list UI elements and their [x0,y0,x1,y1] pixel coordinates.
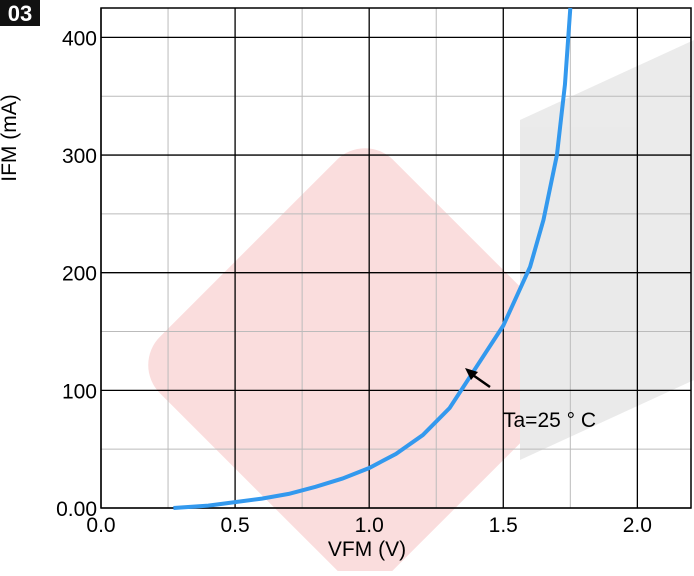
y-tick-label: 300 [62,145,97,168]
x-tick-label: 1.5 [489,514,518,537]
x-tick-label: 1.0 [355,514,384,537]
annotation: Ta=25 ° C [503,409,596,432]
x-tick-label: 0.5 [220,514,249,537]
badge-box [0,0,40,26]
plot-frame [100,7,692,509]
x-tick-label: 0.0 [86,514,115,537]
curve [173,7,573,510]
y-tick-label: 400 [62,27,97,50]
x-tick-label: 2.0 [623,514,652,537]
y-tick-label: 0.00 [56,498,97,521]
y-tick-label: 200 [62,263,97,286]
y-tick-label: 100 [62,380,97,403]
y-axis-label: IFM (mA) [0,94,21,181]
x-axis-label: VFM (V) [328,538,406,561]
watermark [148,40,694,576]
badge: 03 [8,1,32,26]
annotation-arrowhead [465,368,478,380]
